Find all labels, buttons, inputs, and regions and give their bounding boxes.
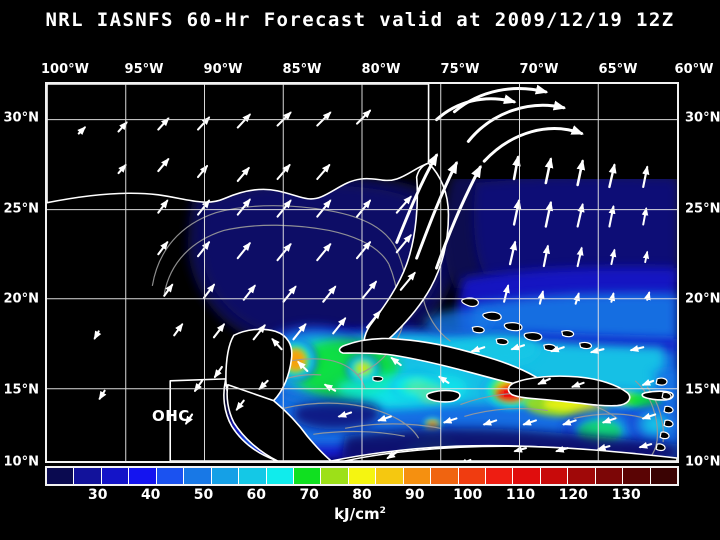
lat-tick-right-15n: 15°N [685,382,720,398]
lon-tick-80w: 80°W [361,62,401,77]
colorbar-swatch [101,468,130,484]
lat-tick-left-25n: 25°N [3,201,39,217]
colorbar-swatch [129,468,157,484]
cb-tick-130: 130 [611,487,641,503]
colorbar-swatch [293,468,322,484]
colorbar-units-text: kJ/cm [334,505,380,523]
colorbar-swatch [650,468,678,484]
lat-tick-right-25n: 25°N [685,201,720,217]
colorbar-swatch [595,468,624,484]
page-title: NRL IASNFS 60-Hr Forecast valid at 2009/… [45,9,675,31]
cb-tick-120: 120 [558,487,588,503]
colorbar[interactable] [45,466,679,486]
lat-tick-left-10n: 10°N [3,454,39,470]
ohc-map-panel[interactable]: OHC [45,82,679,463]
cb-tick-100: 100 [453,487,483,503]
lat-tick-right-30n: 30°N [685,110,720,126]
colorbar-swatch [431,468,459,484]
colorbar-swatch [513,468,541,484]
lon-tick-95w: 95°W [124,62,164,77]
colorbar-swatch [156,468,185,484]
colorbar-swatch [184,468,212,484]
colorbar-swatch [486,468,514,484]
colorbar-units-label: kJ/cm2 [0,505,720,523]
colorbar-swatch [540,468,569,484]
lon-tick-85w: 85°W [282,62,322,77]
colorbar-swatch [568,468,596,484]
cb-tick-30: 30 [88,487,108,503]
colorbar-swatch [623,468,651,484]
colorbar-swatch [458,468,486,484]
colorbar-swatch [74,468,102,484]
colorbar-swatch [47,468,75,484]
colorbar-swatch [403,468,432,484]
lat-tick-left-15n: 15°N [3,382,39,398]
lat-tick-right-10n: 10°N [685,454,720,470]
lon-tick-60w: 60°W [674,62,714,77]
ohc-field-rendering [47,84,677,461]
cb-tick-50: 50 [193,487,214,503]
cb-tick-90: 90 [405,487,425,503]
cb-tick-80: 80 [352,487,372,503]
colorbar-swatch [348,468,377,484]
colorbar-swatch [321,468,349,484]
cb-tick-70: 70 [299,487,319,503]
lon-tick-100w: 100°W [41,62,89,77]
lat-tick-left-20n: 20°N [3,291,39,307]
colorbar-swatch [266,468,294,484]
colorbar-swatch [376,468,404,484]
ohc-field-label: OHC [152,407,190,425]
colorbar-swatch [239,468,267,484]
lon-tick-75w: 75°W [440,62,480,77]
colorbar-tick-labels: 30 40 50 60 70 80 90 100 110 120 130 [45,487,679,507]
cb-tick-110: 110 [505,487,536,503]
lon-tick-90w: 90°W [203,62,243,77]
lon-tick-70w: 70°W [519,62,559,77]
colorbar-swatch [211,468,240,484]
colorbar-units-exponent: 2 [379,506,386,516]
map-gridlines [47,84,677,461]
lon-tick-65w: 65°W [598,62,638,77]
cb-tick-40: 40 [140,487,161,503]
lat-tick-left-30n: 30°N [3,110,39,126]
cb-tick-60: 60 [246,487,267,503]
lat-tick-right-20n: 20°N [685,291,720,307]
